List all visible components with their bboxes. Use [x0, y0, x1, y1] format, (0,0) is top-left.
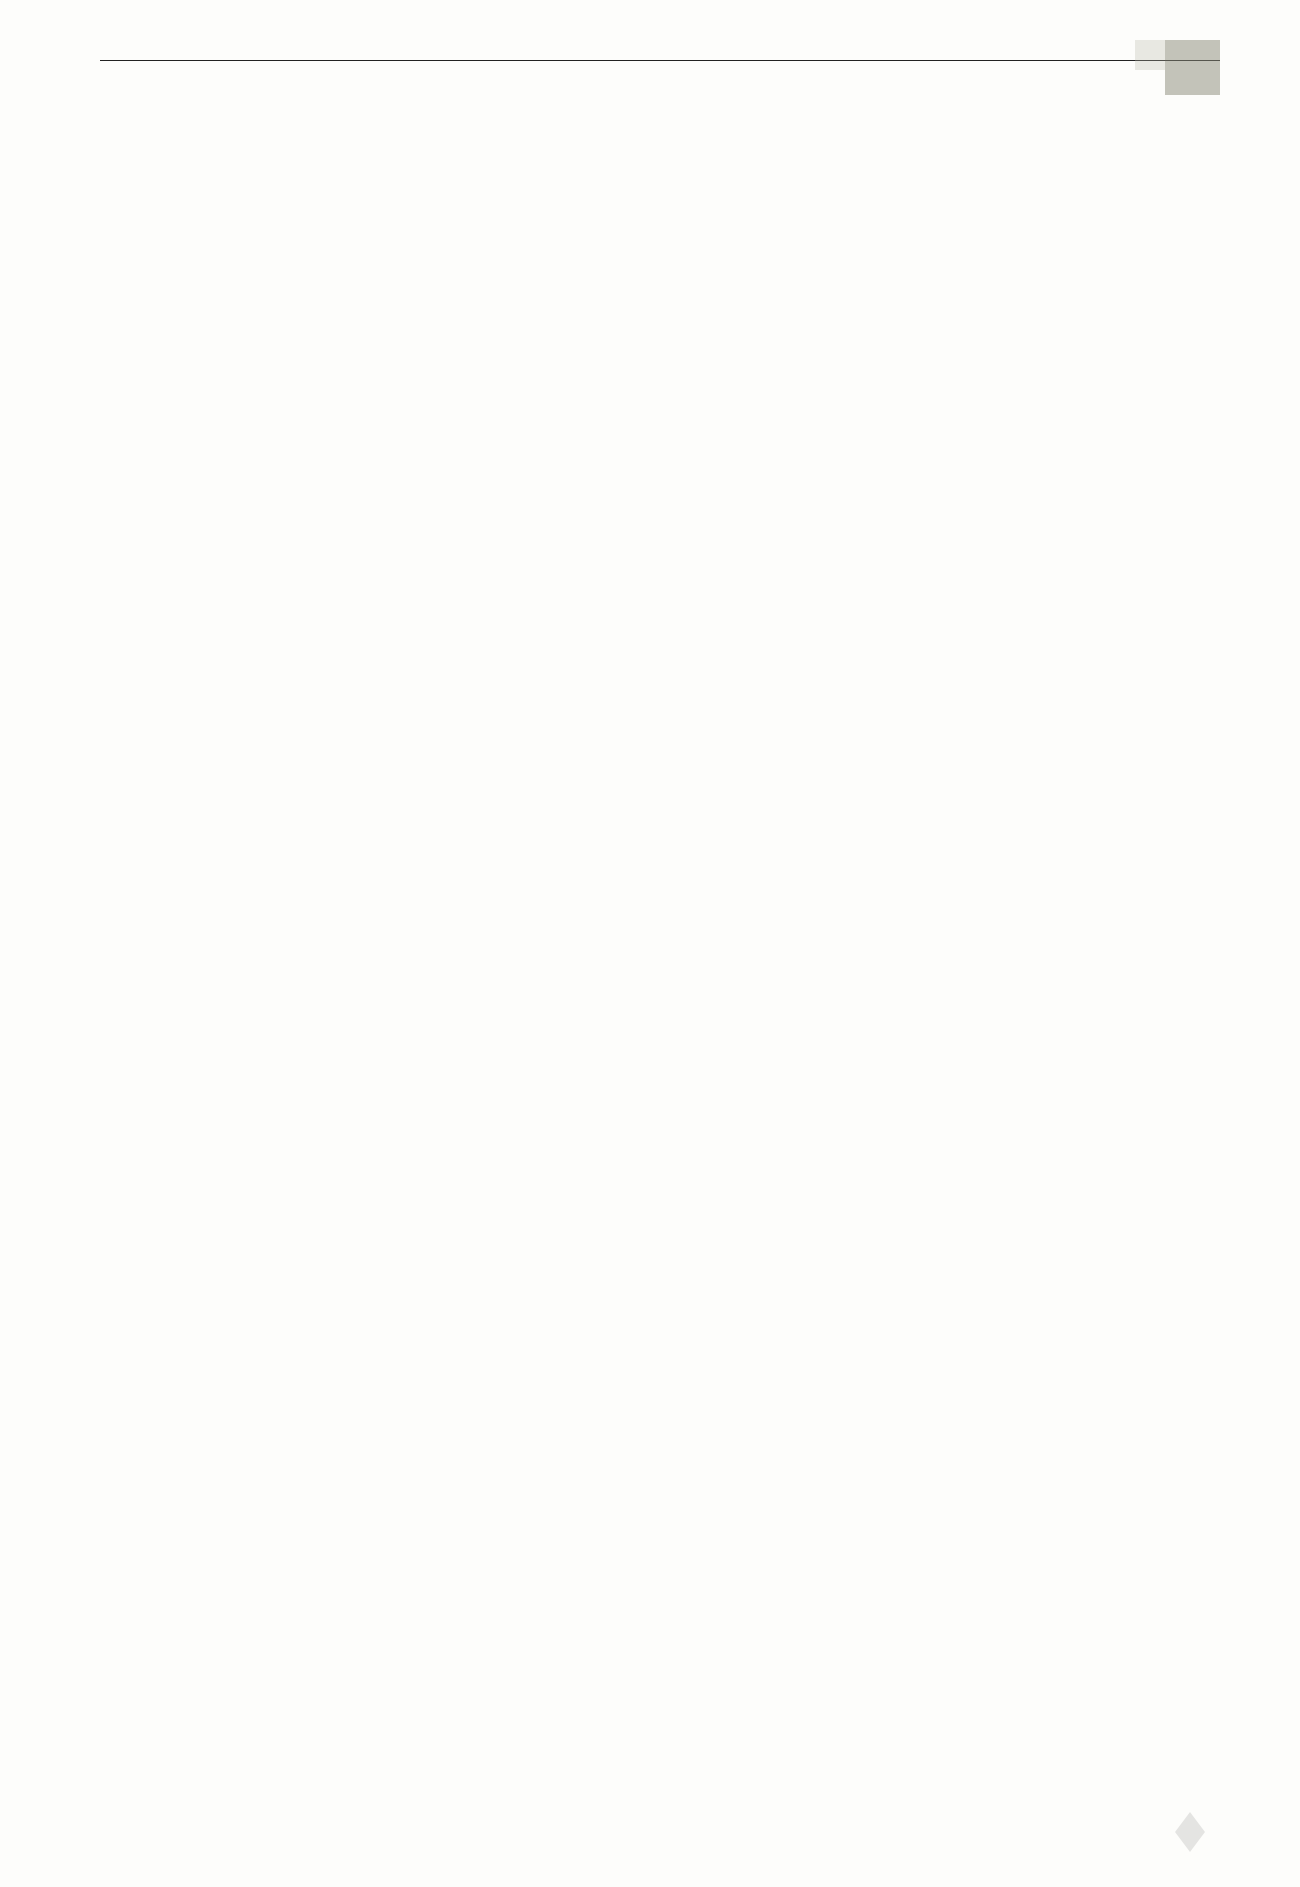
temperature-chart-figure [100, 273, 1220, 533]
circuit2-figure [100, 767, 1220, 987]
header-rule [100, 60, 1220, 61]
optical-bench-svg [270, 101, 1050, 261]
circuit1-figure [100, 545, 1220, 755]
circuit2-svg [450, 767, 870, 987]
page-decoration-icon [1160, 1807, 1220, 1857]
temperature-chart-svg [300, 273, 600, 533]
optical-bench-figure [100, 101, 1220, 261]
circuit1-svg [460, 545, 860, 755]
header-decoration [1165, 40, 1220, 95]
